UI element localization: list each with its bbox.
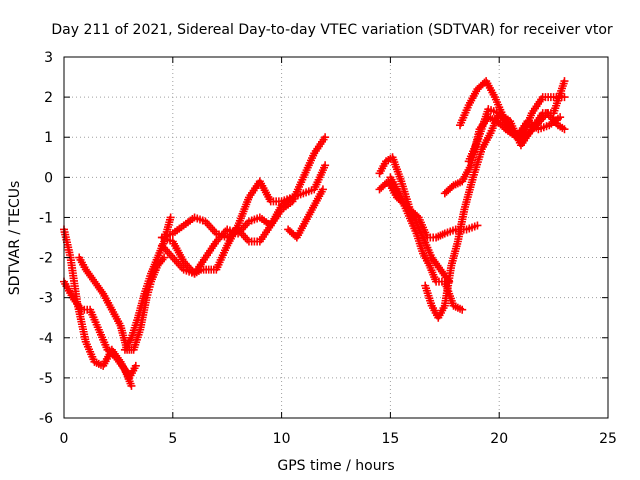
y-tick-label: 2 [44, 90, 53, 106]
y-tick-label: -2 [39, 251, 53, 267]
x-tick-label: 0 [60, 431, 69, 447]
x-tick-label: 20 [490, 431, 508, 447]
data-point-marker [560, 93, 569, 102]
data-point-marker [321, 161, 330, 170]
x-tick-label: 15 [381, 431, 399, 447]
grid-lines [64, 57, 608, 418]
data-point-marker [458, 305, 467, 314]
chart-title: Day 211 of 2021, Sidereal Day-to-day VTE… [51, 22, 613, 38]
x-tick-labels: 0 5 10 15 20 25 [60, 431, 617, 447]
data-series [157, 133, 330, 246]
plot-frame [63, 56, 609, 419]
y-tick-label: 0 [44, 170, 53, 186]
y-tick-label: -5 [39, 371, 53, 387]
x-tick-label: 5 [168, 431, 177, 447]
data-series [284, 185, 327, 242]
y-axis-title: SDTVAR / TECUs [7, 181, 23, 296]
data-series [157, 177, 297, 278]
axis-ticks [63, 56, 609, 419]
data-point-marker [318, 185, 327, 194]
y-tick-label: -3 [39, 291, 53, 307]
data-point-marker [166, 213, 175, 222]
x-tick-label: 10 [273, 431, 291, 447]
y-tick-label: 1 [44, 130, 53, 146]
y-tick-label: -1 [39, 210, 53, 226]
x-axis-title: GPS time / hours [277, 458, 394, 474]
data-point-marker [560, 77, 569, 86]
data-point-marker [127, 381, 136, 390]
y-tick-label: -4 [39, 331, 53, 347]
x-tick-label: 25 [599, 431, 617, 447]
data-point-marker [131, 361, 140, 370]
data-point-marker [473, 221, 482, 230]
data-series [60, 225, 140, 382]
data-series [60, 277, 136, 390]
y-tick-label: 3 [44, 50, 53, 66]
data-series [386, 173, 467, 314]
data-series [464, 93, 569, 166]
data-point-marker [321, 133, 330, 142]
data-point-marker [556, 113, 565, 122]
data-marks [60, 77, 569, 390]
y-tick-label: -6 [39, 411, 53, 427]
y-tick-labels: -6 -5 -4 -3 -2 -1 0 1 2 3 [39, 50, 53, 427]
data-point-marker [560, 125, 569, 134]
